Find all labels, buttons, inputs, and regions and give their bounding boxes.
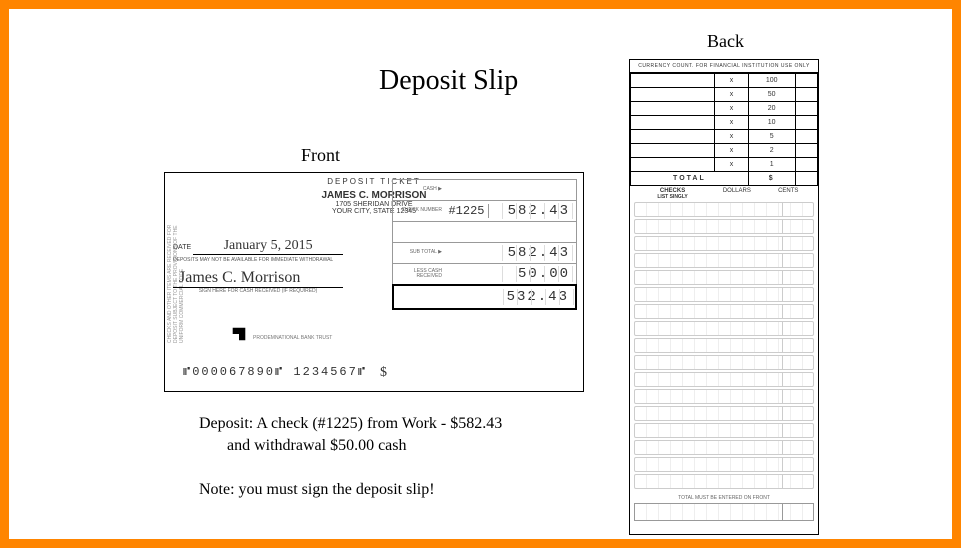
currency-row: x5 xyxy=(631,130,818,144)
left-column: DATE January 5, 2015 DEPOSITS MAY NOT BE… xyxy=(173,228,373,294)
currency-row: x10 xyxy=(631,116,818,130)
less-cash-amount: 50.00 xyxy=(489,266,576,282)
check-list-row xyxy=(634,440,814,455)
currency-row: x50 xyxy=(631,88,818,102)
caption-line-3: Note: you must sign the deposit slip! xyxy=(199,481,435,499)
check-list-row xyxy=(634,219,814,234)
page-title: Deposit Slip xyxy=(379,65,518,97)
check-list-row xyxy=(634,423,814,438)
micr-line: ⑈000067890⑈ 1234567⑈ xyxy=(183,365,367,379)
checks-header-cents: CENTS xyxy=(763,188,814,200)
currency-row: x1 xyxy=(631,158,818,172)
amount-row-subtotal: SUB TOTAL ▶ 582.43 xyxy=(392,242,577,264)
check-list-row xyxy=(634,406,814,421)
deposit-slip-front: CHECKS AND OTHER ITEMS ARE RECEIVED FOR … xyxy=(164,172,584,392)
back-label: Back xyxy=(707,31,744,52)
check-list-row xyxy=(634,474,814,489)
checks-header-dollars: DOLLARS xyxy=(711,188,762,200)
back-header: CURRENCY COUNT. FOR FINANCIAL INSTITUTIO… xyxy=(630,60,818,73)
cash-label: CASH ▶ xyxy=(393,187,445,193)
signature: James C. Morrison xyxy=(173,269,343,288)
currency-table: x100x50x20x10x5x2x1TOTAL$ xyxy=(630,73,818,186)
signature-fine-print: SIGN HERE FOR CASH RECEIVED (IF REQUIRED… xyxy=(173,288,343,294)
less-cash-label: LESS CASH RECEIVED xyxy=(393,269,445,280)
net-amount: 532.43 xyxy=(490,289,575,305)
check-list-row xyxy=(634,202,814,217)
subtotal-label: SUB TOTAL ▶ xyxy=(393,250,445,256)
check-list-row xyxy=(634,457,814,472)
check-rows-container xyxy=(630,202,818,489)
amount-row-cash: CASH ▶ xyxy=(392,179,577,201)
bank-logo-icon xyxy=(230,325,248,343)
amount-row-check-1: CHECK NUMBER #1225 582.43 xyxy=(392,200,577,222)
date-value: January 5, 2015 xyxy=(193,238,343,255)
check-list-row xyxy=(634,253,814,268)
amount-grid: CASH ▶ CHECK NUMBER #1225 582.43 SUB TOT… xyxy=(392,179,577,309)
amount-row-check-2 xyxy=(392,221,577,243)
check-list-row xyxy=(634,236,814,251)
currency-row: x20 xyxy=(631,102,818,116)
signature-row: James C. Morrison xyxy=(173,269,373,288)
amount-row-less-cash: LESS CASH RECEIVED 50.00 xyxy=(392,263,577,285)
check-list-row xyxy=(634,304,814,319)
currency-row: x100 xyxy=(631,74,818,88)
currency-row: x2 xyxy=(631,144,818,158)
deposit-slip-document: Deposit Slip Front Back CHECKS AND OTHER… xyxy=(0,0,961,548)
checks-header-main: CHECKSLIST SINGLY xyxy=(634,188,711,200)
check-list-row xyxy=(634,372,814,387)
deposit-slip-back: CURRENCY COUNT. FOR FINANCIAL INSTITUTIO… xyxy=(629,59,819,535)
dollar-sign: $ xyxy=(380,365,387,381)
caption-line-2: and withdrawal $50.00 cash xyxy=(227,437,407,455)
check-1-amount: 582.43 xyxy=(489,203,576,219)
date-row: DATE January 5, 2015 xyxy=(173,238,373,255)
check-list-row xyxy=(634,287,814,302)
check-list-row xyxy=(634,270,814,285)
bank-logo-text: PRODEMNATIONAL BANK TRUST xyxy=(253,335,332,341)
check-list-row xyxy=(634,355,814,370)
check-num-label: CHECK NUMBER xyxy=(393,208,445,214)
date-label: DATE xyxy=(173,244,191,251)
caption-line-1: Deposit: A check (#1225) from Work - $58… xyxy=(199,415,502,433)
check-list-row xyxy=(634,389,814,404)
subtotal-amount: 582.43 xyxy=(489,245,576,261)
deposit-fine-print: DEPOSITS MAY NOT BE AVAILABLE FOR IMMEDI… xyxy=(173,257,373,263)
check-number: #1225 xyxy=(445,204,489,218)
checks-header: CHECKSLIST SINGLY DOLLARS CENTS xyxy=(630,186,818,202)
back-total-label: TOTAL MUST BE ENTERED ON FRONT xyxy=(630,495,818,501)
amount-row-net: 532.43 xyxy=(392,284,577,310)
check-list-row xyxy=(634,338,814,353)
check-list-row xyxy=(634,321,814,336)
currency-total-row: TOTAL$ xyxy=(631,172,818,186)
front-label: Front xyxy=(301,145,340,166)
back-total-row xyxy=(634,503,814,521)
